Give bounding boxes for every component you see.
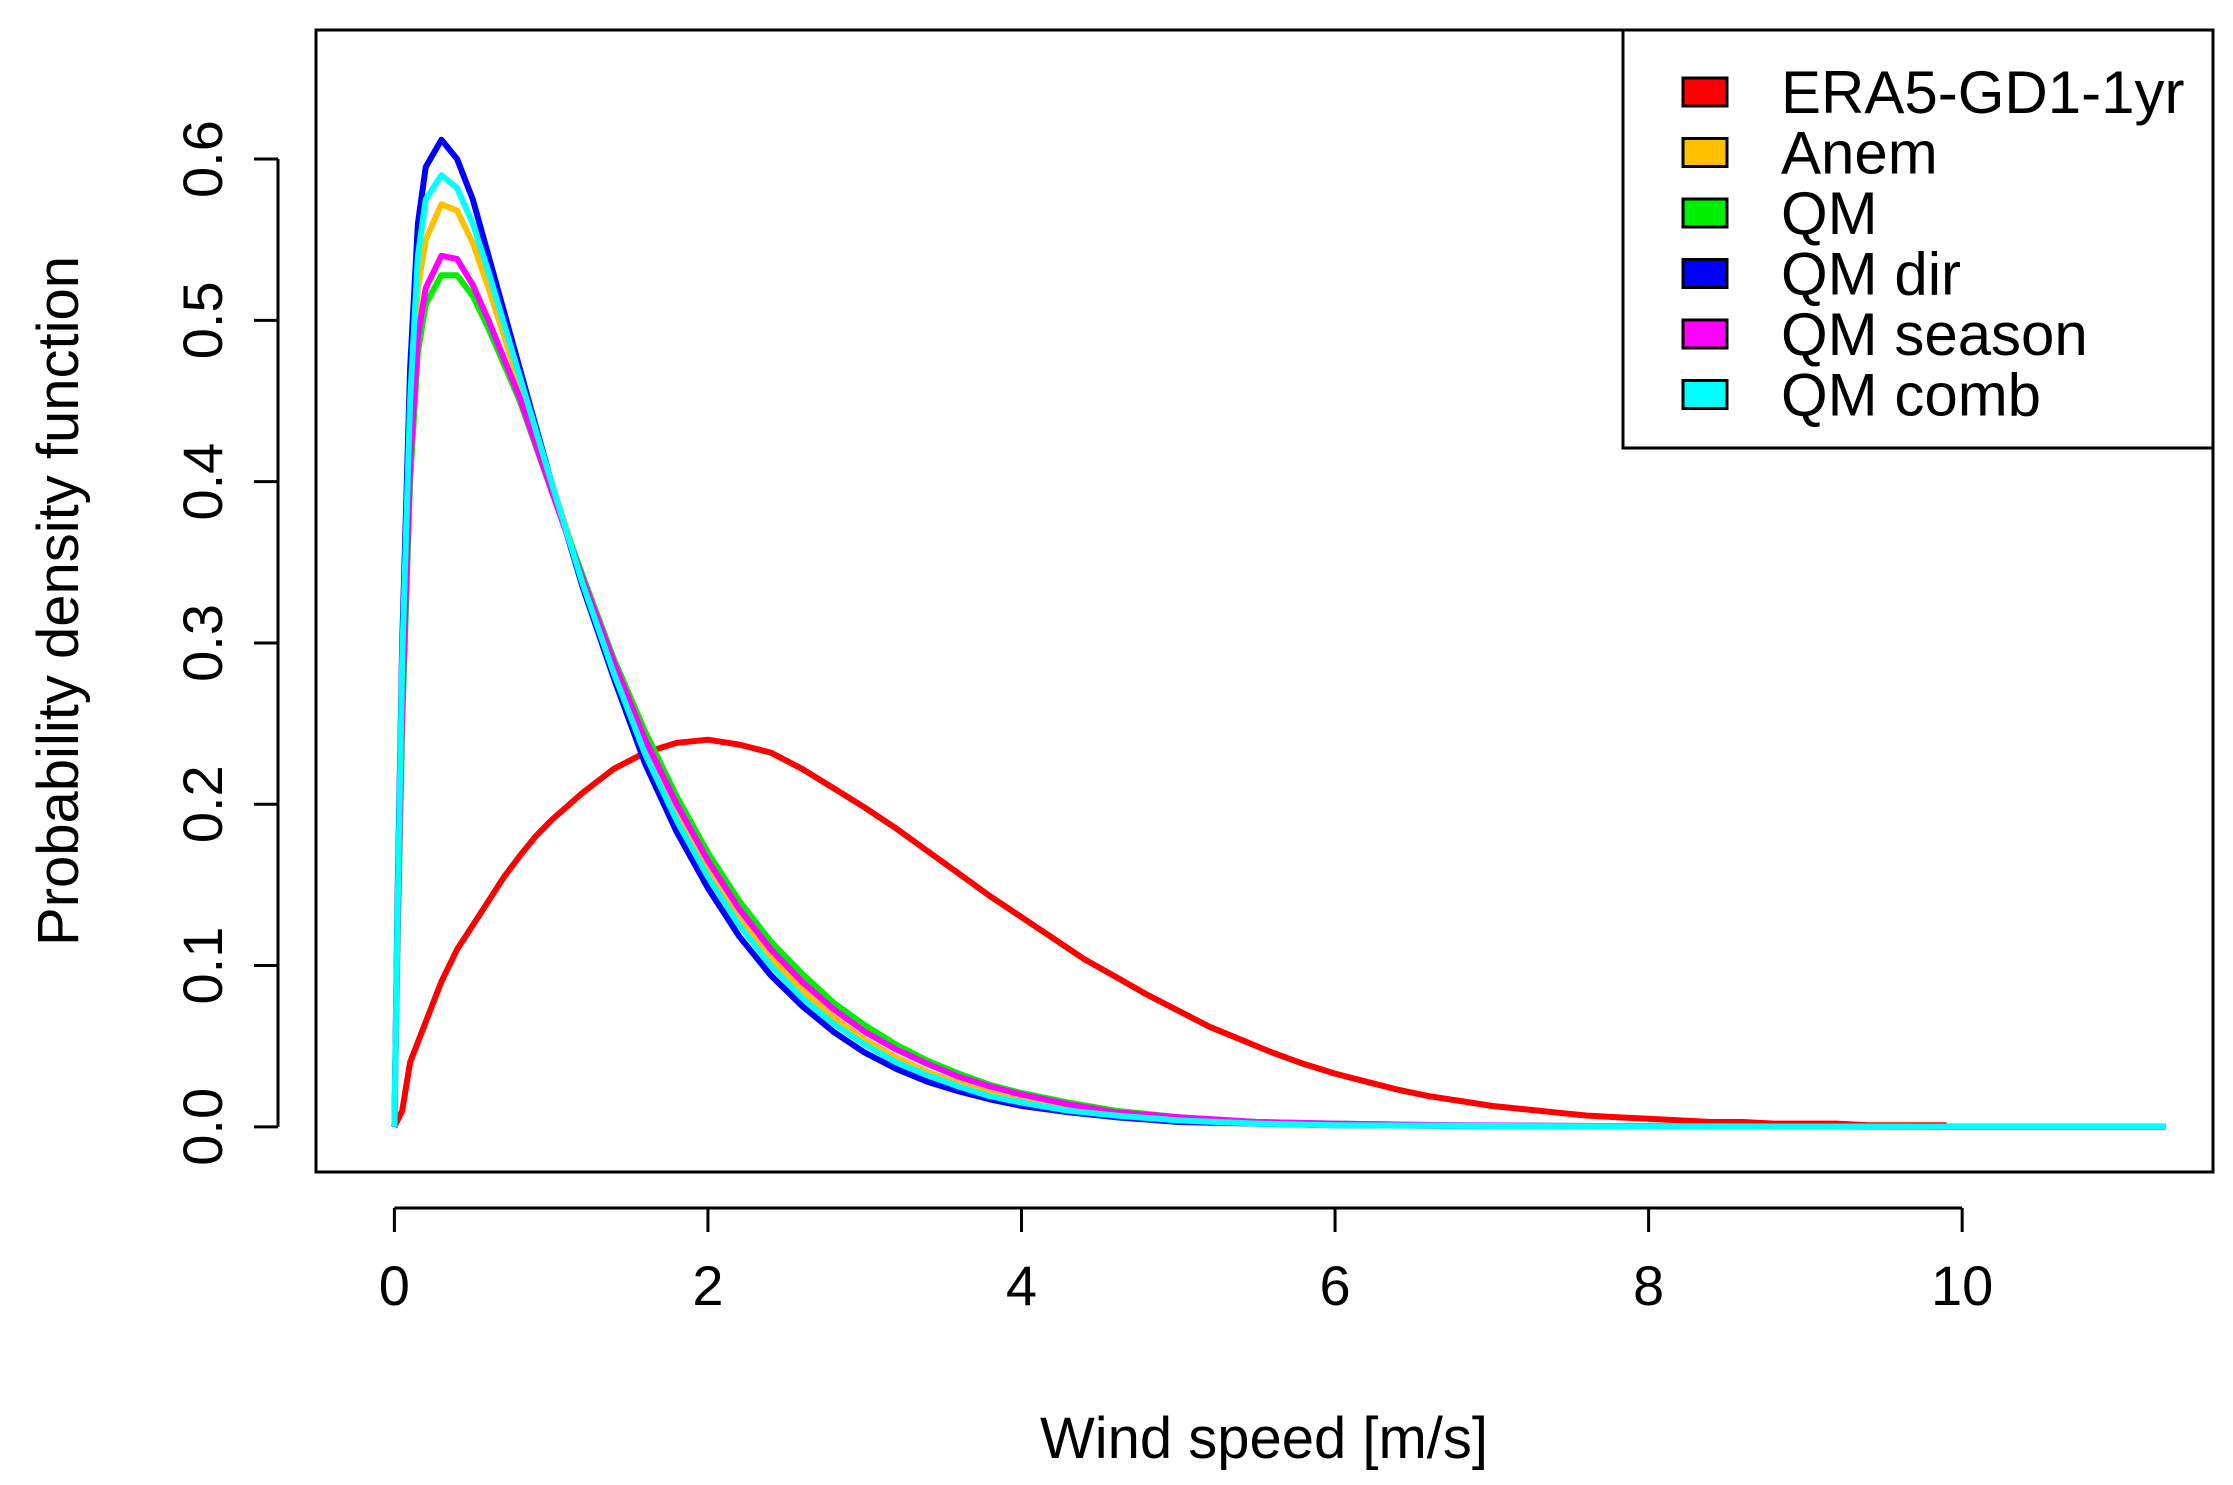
x-axis: 0 2 4 6 8 10 [379, 1206, 1993, 1317]
legend-label: QM season [1781, 301, 2088, 368]
x-tick-label: 6 [1319, 1254, 1350, 1317]
legend-label: QM dir [1781, 241, 1961, 308]
legend-label: ERA5-GD1-1yr [1781, 59, 2184, 126]
legend-swatch [1681, 258, 1729, 289]
legend-swatch [1681, 318, 1729, 350]
legend-swatch [1681, 76, 1729, 108]
legend-swatch [1681, 379, 1729, 410]
y-axis-title: Probability density function [26, 256, 91, 946]
y-tick-label: 0.0 [171, 1088, 234, 1166]
y-tick-label: 0.4 [171, 443, 234, 521]
legend-label: Anem [1781, 120, 1938, 187]
x-tick-label: 8 [1633, 1254, 1664, 1317]
legend-swatch [1681, 137, 1729, 168]
y-tick-label: 0.1 [171, 927, 234, 1005]
y-tick-label: 0.5 [171, 281, 234, 359]
x-tick-label: 0 [379, 1254, 410, 1317]
series-layer [391, 136, 2167, 1130]
legend-label: QM comb [1781, 362, 2041, 429]
y-tick-label: 0.2 [171, 765, 234, 843]
plot-frame [314, 28, 2215, 1174]
x-tick-label: 4 [1006, 1254, 1037, 1317]
series-line-5 [391, 172, 2167, 1130]
legend-label: QM [1781, 180, 1878, 247]
x-tick-label: 2 [692, 1254, 723, 1317]
x-tick-label: 10 [1931, 1254, 1993, 1317]
series-line-0 [391, 736, 1947, 1129]
y-axis: 0.0 0.1 0.2 0.3 0.4 0.5 0.6 [171, 120, 280, 1166]
y-tick-label: 0.6 [171, 120, 234, 198]
x-axis-title: Wind speed [m/s] [1040, 1406, 1488, 1471]
legend-swatch [1681, 197, 1729, 229]
y-tick-label: 0.3 [171, 604, 234, 682]
